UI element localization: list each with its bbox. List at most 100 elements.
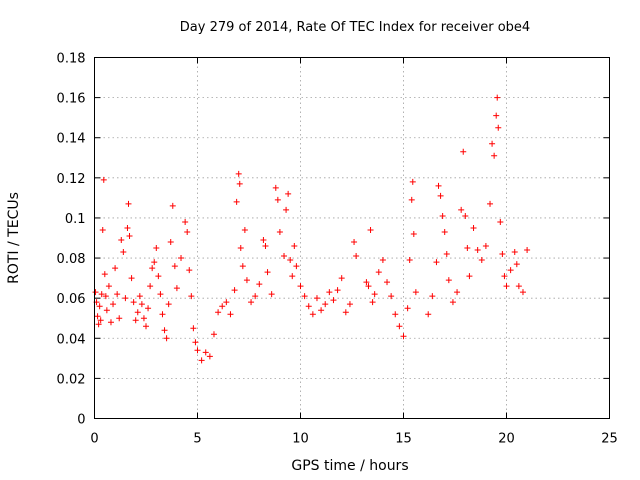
- data-point: [215, 309, 222, 316]
- data-point: [98, 291, 105, 298]
- data-point: [252, 293, 259, 300]
- data-point: [342, 309, 349, 316]
- data-point: [231, 287, 238, 294]
- data-point: [262, 243, 269, 250]
- data-point: [101, 271, 108, 278]
- data-point: [167, 239, 174, 246]
- data-point: [233, 198, 240, 205]
- data-point: [466, 273, 473, 280]
- data-point: [125, 200, 132, 207]
- x-tick-label: 25: [601, 432, 618, 447]
- data-point: [285, 190, 292, 197]
- data-point: [297, 283, 304, 290]
- data-point: [198, 357, 205, 364]
- data-point: [248, 299, 255, 306]
- data-point: [173, 285, 180, 292]
- data-point: [184, 228, 191, 235]
- data-point: [507, 267, 514, 274]
- data-point: [136, 293, 143, 300]
- data-point: [103, 307, 110, 314]
- y-axis-label: ROTI / TECUs: [6, 192, 22, 284]
- data-point: [392, 311, 399, 318]
- data-point: [501, 273, 508, 280]
- data-point: [188, 293, 195, 300]
- data-point: [128, 275, 135, 282]
- data-point: [236, 180, 243, 187]
- data-point: [97, 317, 104, 324]
- data-point: [474, 247, 481, 254]
- axis-ticks: [94, 57, 610, 419]
- data-point: [495, 124, 502, 131]
- chart-title: Day 279 of 2014, Rate Of TEC Index for r…: [180, 20, 530, 35]
- data-point: [171, 263, 178, 270]
- data-point: [487, 200, 494, 207]
- data-point: [122, 295, 129, 302]
- data-point: [519, 289, 526, 296]
- data-point: [132, 317, 139, 324]
- data-point: [318, 307, 325, 314]
- data-point: [491, 152, 498, 159]
- data-point: [223, 299, 230, 306]
- data-point: [433, 259, 440, 266]
- x-tick-label: 15: [395, 432, 412, 447]
- data-point: [116, 315, 123, 322]
- data-point: [482, 243, 489, 250]
- data-point: [429, 293, 436, 300]
- data-point: [100, 176, 107, 183]
- data-point: [239, 263, 246, 270]
- data-point: [219, 303, 226, 310]
- data-point: [155, 273, 162, 280]
- data-point: [410, 230, 417, 237]
- x-tick-label: 20: [498, 432, 515, 447]
- data-point: [110, 301, 117, 308]
- data-point: [289, 273, 296, 280]
- data-point: [260, 237, 267, 244]
- data-point: [145, 305, 152, 312]
- data-point: [138, 301, 145, 308]
- data-point: [503, 283, 510, 290]
- data-point: [235, 170, 242, 177]
- data-point: [388, 293, 395, 300]
- data-point: [206, 353, 213, 360]
- data-point: [409, 178, 416, 185]
- data-point: [95, 321, 102, 328]
- y-tick-label: 0.14: [57, 132, 86, 147]
- data-point: [276, 228, 283, 235]
- data-point: [367, 226, 374, 233]
- data-point: [134, 309, 141, 316]
- y-tick-label: 0.18: [57, 52, 86, 67]
- data-point: [511, 249, 518, 256]
- data-point: [313, 295, 320, 302]
- y-tick-label: 0.04: [57, 332, 86, 347]
- data-point: [268, 291, 275, 298]
- data-point: [346, 301, 353, 308]
- data-point: [102, 293, 109, 300]
- data-point: [338, 275, 345, 282]
- data-point: [126, 232, 133, 239]
- data-point: [515, 283, 522, 290]
- data-point: [274, 196, 281, 203]
- data-point: [408, 196, 415, 203]
- y-tick-label: 0.12: [57, 172, 86, 187]
- data-point: [105, 283, 112, 290]
- tick-labels: 0 5 10 15 20 25 0 0.02 0.04 0.06 0.08 0.1 0.12 0.14 0.…: [57, 52, 618, 447]
- data-point: [489, 140, 496, 147]
- data-point: [153, 245, 160, 252]
- data-point: [163, 335, 170, 342]
- data-point: [363, 279, 370, 286]
- data-point: [371, 291, 378, 298]
- x-tick-label: 5: [193, 432, 201, 447]
- data-point: [99, 226, 106, 233]
- data-point: [441, 228, 448, 235]
- data-point: [425, 311, 432, 318]
- data-point: [112, 265, 119, 272]
- x-tick-label: 0: [90, 432, 98, 447]
- data-point: [396, 323, 403, 330]
- data-point: [114, 291, 121, 298]
- data-point: [264, 269, 271, 276]
- y-tick-label: 0.1: [65, 212, 86, 227]
- data-point: [293, 263, 300, 270]
- data-point: [412, 289, 419, 296]
- data-point: [326, 289, 333, 296]
